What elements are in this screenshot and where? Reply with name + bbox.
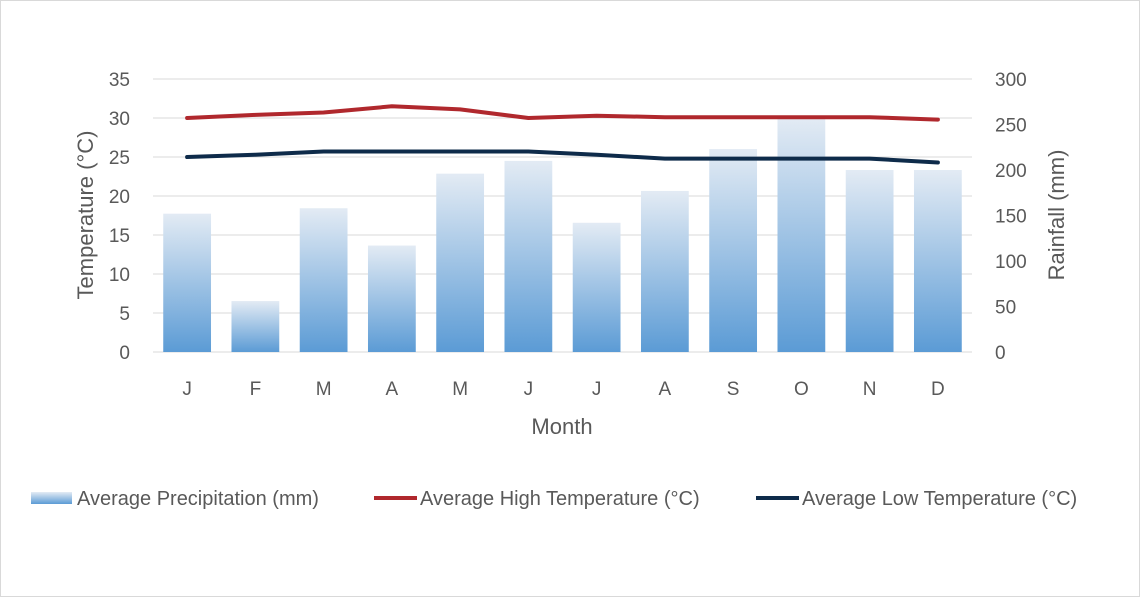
x-tick-label: N bbox=[863, 379, 877, 400]
y-left-tick-label: 15 bbox=[109, 226, 130, 247]
legend-item-low-temp: Average Low Temperature (°C) bbox=[756, 488, 1077, 510]
temperature-lines bbox=[185, 104, 940, 165]
x-tick-label: A bbox=[659, 379, 672, 400]
x-tick-label: A bbox=[386, 379, 399, 400]
x-tick-label: J bbox=[524, 379, 534, 400]
y-right-tick-label: 300 bbox=[995, 70, 1027, 91]
y-left-tick-label: 25 bbox=[109, 148, 130, 169]
precipitation-bar bbox=[640, 190, 689, 352]
y-right-tick-label: 150 bbox=[995, 207, 1027, 228]
legend-label-low-temp: Average Low Temperature (°C) bbox=[802, 488, 1077, 510]
y-left-tick-label: 35 bbox=[109, 70, 130, 91]
y-right-tick-label: 100 bbox=[995, 252, 1027, 273]
x-tick-label: S bbox=[727, 379, 740, 400]
precipitation-bar bbox=[913, 170, 962, 352]
legend: Average Precipitation (mm) Average High … bbox=[31, 488, 1077, 510]
precipitation-bar bbox=[777, 118, 826, 352]
y-left-tick-label: 5 bbox=[119, 304, 130, 325]
x-tick-label: M bbox=[452, 379, 468, 400]
y-left-tick-label: 0 bbox=[119, 343, 130, 364]
y-right-tick-label: 250 bbox=[995, 116, 1027, 137]
y-left-tick-label: 10 bbox=[109, 265, 130, 286]
precipitation-bar bbox=[572, 222, 621, 352]
y-axis-right-title: Rainfall (mm) bbox=[1044, 150, 1069, 281]
y-right-tick-label: 200 bbox=[995, 161, 1027, 182]
x-tick-label: F bbox=[250, 379, 262, 400]
x-tick-label: J bbox=[182, 379, 192, 400]
x-axis-title: Month bbox=[531, 414, 592, 439]
precipitation-bar bbox=[709, 149, 758, 352]
precipitation-bar bbox=[299, 208, 348, 352]
precipitation-bar bbox=[504, 160, 553, 352]
precipitation-bar bbox=[436, 173, 485, 352]
y-left-tick-label: 20 bbox=[109, 187, 130, 208]
x-tick-label: D bbox=[931, 379, 945, 400]
legend-label-high-temp: Average High Temperature (°C) bbox=[420, 488, 700, 510]
precipitation-bar bbox=[231, 301, 280, 352]
precipitation-bars bbox=[163, 118, 962, 352]
left-axis-ticks: 0 5 10 15 20 25 30 35 bbox=[109, 70, 130, 364]
y-right-tick-label: 50 bbox=[995, 298, 1016, 319]
right-axis-ticks: 0 50 100 150 200 250 300 bbox=[995, 70, 1027, 364]
precipitation-bar bbox=[367, 245, 416, 352]
low-temperature-line bbox=[185, 149, 940, 165]
y-axis-left-title: Temperature (°C) bbox=[73, 131, 98, 300]
y-right-tick-label: 0 bbox=[995, 343, 1006, 364]
x-tick-label: J bbox=[592, 379, 602, 400]
y-left-tick-label: 30 bbox=[109, 109, 130, 130]
x-tick-label: M bbox=[316, 379, 332, 400]
legend-item-high-temp: Average High Temperature (°C) bbox=[374, 488, 700, 510]
precipitation-bar bbox=[163, 213, 212, 352]
high-temperature-line bbox=[185, 104, 940, 122]
legend-label-precipitation: Average Precipitation (mm) bbox=[77, 488, 319, 510]
legend-swatch-precipitation bbox=[31, 492, 72, 504]
precipitation-bar bbox=[845, 170, 894, 352]
gridlines bbox=[153, 78, 972, 353]
legend-item-precipitation: Average Precipitation (mm) bbox=[31, 488, 319, 510]
x-tick-label: O bbox=[794, 379, 809, 400]
